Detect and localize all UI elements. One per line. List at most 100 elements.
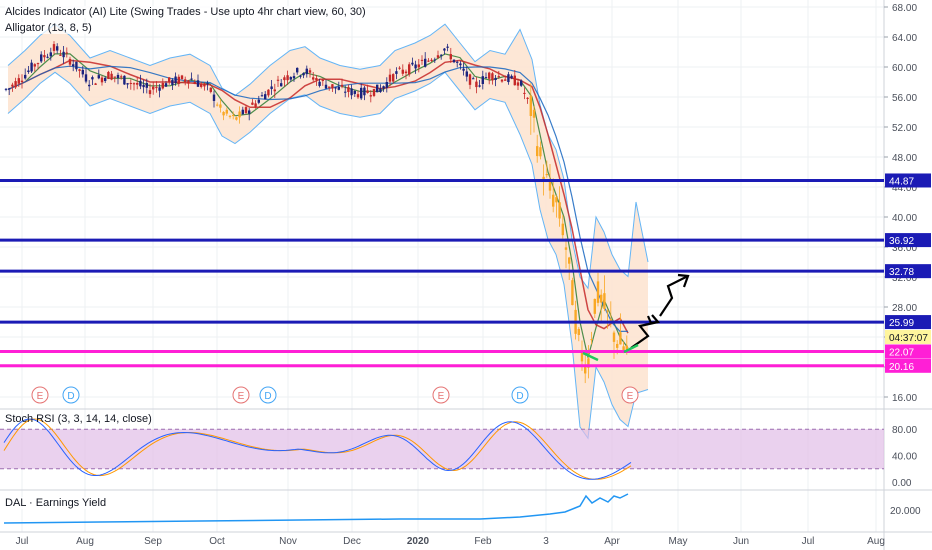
candle-body — [331, 84, 334, 89]
price-tick-label: 28.00 — [892, 303, 917, 314]
candle-body — [321, 80, 324, 82]
candle-body — [414, 64, 417, 69]
price-label: 20.16 — [889, 362, 914, 373]
candle-body — [395, 71, 398, 74]
candle-body — [148, 90, 152, 95]
candle-body — [385, 82, 388, 88]
event-marker-icon[interactable] — [62, 386, 80, 404]
candle-body — [520, 80, 523, 86]
price-label-box — [885, 173, 931, 188]
candle-body — [500, 79, 504, 82]
candle-body — [40, 54, 43, 62]
event-marker-label: E — [438, 391, 445, 402]
candle-body — [382, 86, 385, 89]
candle-body — [587, 358, 590, 368]
time-tick-label: Jul — [16, 536, 29, 547]
candle-body — [600, 294, 603, 303]
candle-body — [353, 90, 356, 94]
candle-body — [120, 76, 123, 78]
candle-body — [328, 86, 331, 88]
candle-body — [315, 78, 318, 81]
candle-body — [497, 76, 500, 78]
support-resistance-lines[interactable] — [0, 178, 884, 368]
candle-body — [81, 69, 84, 75]
earnings-line — [3, 493, 629, 524]
candle-body — [536, 146, 539, 157]
candle-body — [555, 197, 558, 203]
candle-body — [612, 332, 616, 342]
earnings-yield-label[interactable]: DAL · Earnings Yield — [5, 497, 107, 509]
green-mark — [623, 343, 639, 354]
candle-body — [228, 115, 232, 117]
candle-body — [462, 68, 465, 71]
candle-body — [110, 73, 113, 80]
candle-body — [49, 52, 52, 57]
candle-body — [625, 345, 628, 352]
candle-body — [424, 58, 427, 67]
candle-body — [369, 95, 372, 97]
projection-arrows — [582, 273, 690, 362]
candle-body — [609, 319, 612, 321]
event-marker-label: E — [627, 391, 634, 402]
event-marker-icon[interactable] — [31, 386, 49, 404]
alligator-label[interactable]: Alligator (13, 8, 5) — [5, 22, 92, 34]
time-tick-label: Dec — [343, 536, 361, 547]
event-marker-icon[interactable] — [511, 386, 529, 404]
candle-body — [436, 55, 440, 58]
candle-body — [65, 52, 68, 54]
candle-body — [190, 78, 193, 80]
candle-body — [193, 81, 196, 84]
candle-body — [529, 95, 532, 117]
price-label-box — [885, 330, 931, 344]
candle-body — [177, 76, 180, 84]
candle-body — [510, 75, 513, 79]
candle-body — [308, 70, 312, 73]
event-marker-label: E — [238, 391, 245, 402]
candle-body — [59, 54, 62, 56]
candle-body — [260, 95, 264, 97]
candle-body — [14, 81, 17, 88]
candle-body — [561, 223, 564, 236]
candle-body — [420, 59, 424, 61]
candle-body — [337, 86, 340, 90]
event-marker-icon[interactable] — [432, 386, 450, 404]
event-marker-icon[interactable] — [232, 386, 250, 404]
candle-body — [56, 46, 59, 51]
price-tick-label: 44.00 — [892, 183, 917, 194]
candle-body — [286, 75, 289, 81]
event-marker-icon[interactable] — [621, 386, 639, 404]
candle-body — [68, 58, 72, 65]
candle-body — [456, 61, 459, 63]
indicator-title[interactable]: Alcides Indicator (AI) Lite (Swing Trade… — [5, 6, 366, 18]
candle-body — [91, 77, 94, 80]
price-label-box — [885, 344, 931, 359]
candle-body — [523, 92, 526, 94]
candle-body — [33, 64, 36, 67]
rsi-tick-label: 40.00 — [892, 452, 917, 463]
candle-body — [452, 59, 456, 63]
candle-body — [200, 84, 203, 87]
candle-body — [571, 280, 574, 306]
candle-body — [129, 82, 132, 84]
event-marker-label: E — [37, 391, 44, 402]
candle-body — [360, 87, 363, 99]
candle-body — [145, 83, 148, 88]
candle-body — [139, 80, 142, 87]
candle-body — [123, 75, 126, 85]
candle-body — [155, 87, 158, 89]
candle-body — [363, 87, 366, 96]
candles — [4, 41, 628, 384]
candle-body — [276, 79, 280, 81]
candle-body — [539, 147, 542, 157]
time-tick-label: Apr — [604, 536, 620, 547]
time-tick-label: Jun — [733, 536, 749, 547]
candle-body — [340, 84, 344, 87]
stoch-rsi-label[interactable]: Stoch RSI (3, 3, 14, 14, close) — [5, 413, 152, 425]
price-label-box — [885, 264, 931, 279]
candle-body — [417, 64, 420, 68]
candle-body — [552, 194, 555, 207]
candle-body — [254, 103, 257, 107]
event-marker-icon[interactable] — [259, 386, 277, 404]
